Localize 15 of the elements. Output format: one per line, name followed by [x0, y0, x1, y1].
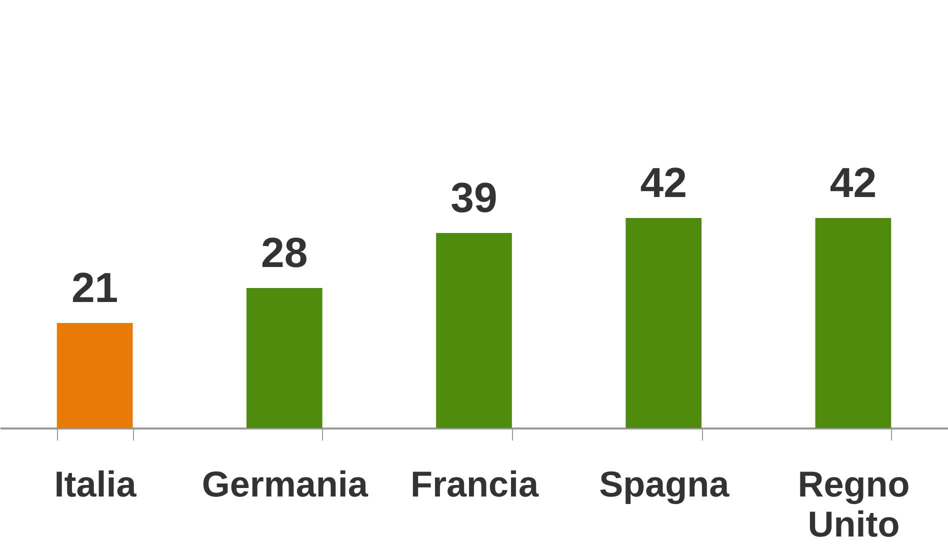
x-tick-label: Italia: [54, 464, 138, 504]
bar: [246, 288, 322, 428]
data-label: 39: [450, 174, 498, 221]
data-label: 42: [830, 159, 877, 206]
x-tick-label: Germania: [202, 464, 369, 504]
x-tick-label: Regno Unito: [798, 464, 910, 544]
data-label: 28: [261, 229, 308, 276]
x-tick-label: Spagna: [599, 464, 730, 504]
data-label: 21: [71, 264, 118, 311]
data-label: 42: [640, 159, 687, 206]
x-tick-label: Francia: [410, 464, 540, 504]
bar: [436, 233, 512, 428]
bar: [56, 323, 133, 428]
bar: [626, 218, 702, 428]
bar: [815, 218, 892, 428]
